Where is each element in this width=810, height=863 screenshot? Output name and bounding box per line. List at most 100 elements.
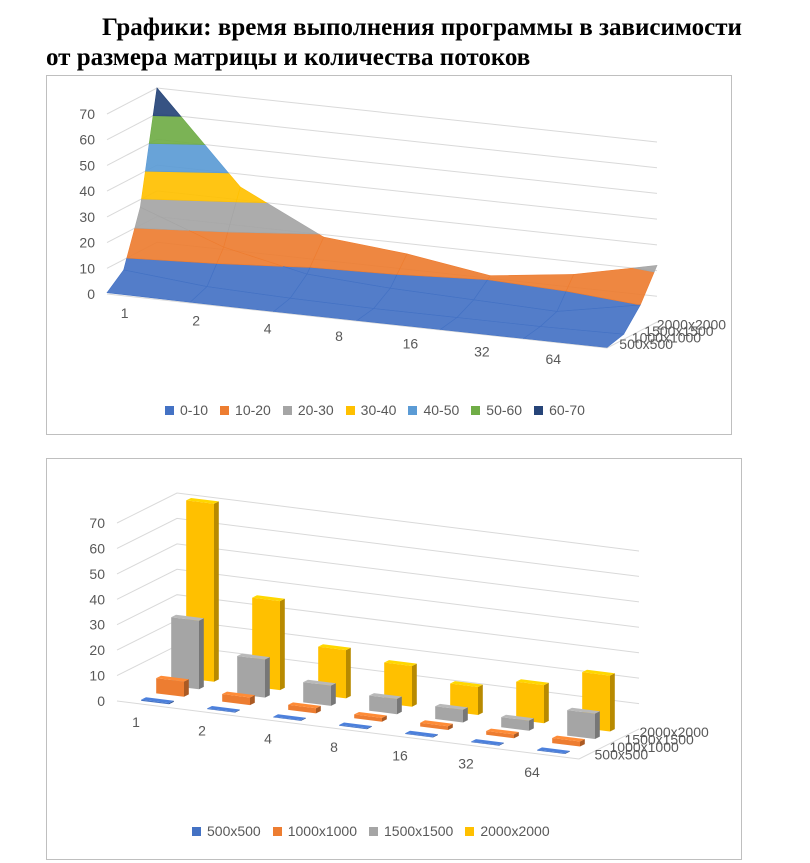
surface-patch-10-20 <box>565 267 655 306</box>
bar-front <box>405 733 433 738</box>
legend-swatch <box>471 405 481 415</box>
gridline-70 <box>116 492 640 552</box>
floor-edge <box>106 293 658 349</box>
z-tick-label: 40 <box>79 183 95 199</box>
bar-front <box>303 682 331 706</box>
legend-swatch <box>220 405 230 415</box>
surface-patch-10-20 <box>216 246 284 267</box>
gridline-60 <box>116 517 640 577</box>
bar-side <box>265 657 270 698</box>
bar-front <box>516 681 544 724</box>
legend-item: 1500x1500 <box>369 823 453 839</box>
bar-side <box>397 696 402 715</box>
z-tick-label: 10 <box>79 260 95 276</box>
bar-top <box>354 712 387 718</box>
bar-1000x1000-8 <box>354 712 387 722</box>
surface-patch-0-10 <box>522 326 625 348</box>
bar-top <box>435 703 468 710</box>
bar-front <box>141 699 169 705</box>
bar-top <box>405 730 438 737</box>
surface-chart-panel: 0 10 20 30 40 50 60 70 1 2 4 8 16 32 64 500x500 1000x100… <box>46 75 732 435</box>
bar-side <box>433 734 438 738</box>
z-tick-label: 20 <box>89 642 105 658</box>
surface-patch-60-70 <box>152 87 182 117</box>
z-tick-label: 20 <box>79 235 95 251</box>
bar-top <box>537 747 570 754</box>
bar-top <box>369 693 402 699</box>
legend-label: 20-30 <box>297 402 334 418</box>
z-tick-label: 40 <box>89 591 105 607</box>
legend-swatch <box>345 405 355 415</box>
bar-front <box>486 731 514 739</box>
bar-side <box>412 663 417 707</box>
legend-item: 500x500 <box>192 823 261 839</box>
bar-side <box>565 750 570 754</box>
bar-1500x1500-8 <box>369 693 402 715</box>
thread-tick-label: 8 <box>335 328 343 344</box>
bar-side <box>184 679 189 697</box>
legend-label: 500x500 <box>207 823 261 839</box>
bar-1000x1000-64 <box>552 735 585 747</box>
size-tick-label: 1000x1000 <box>610 739 680 755</box>
surface-patch-40-50 <box>145 143 230 174</box>
z-tick-label: 10 <box>89 668 105 684</box>
heading-line-1: Графики: время выполнения программы в за… <box>102 14 742 41</box>
z-tick-label: 50 <box>89 566 105 582</box>
bar-front <box>288 704 316 714</box>
bar-top <box>471 739 504 745</box>
bar-side <box>301 717 306 721</box>
bar3d-chart: 0 10 20 30 40 50 60 70 1 2 4 8 16 32 64 500x5001000x100… <box>89 492 709 780</box>
heading-line-2: от размера матрицы и количества потоков <box>46 44 531 71</box>
thread-tick-label: 32 <box>474 343 490 359</box>
bar-side <box>544 682 549 724</box>
legend-label: 60-70 <box>549 402 585 418</box>
bar-top <box>288 702 321 709</box>
bar-front <box>339 724 367 730</box>
bar-side <box>346 647 351 699</box>
bar-500x500-1 <box>141 697 174 705</box>
bar-top <box>318 644 351 651</box>
thread-axis-labels: 1 2 4 8 16 32 64 <box>132 714 540 780</box>
bar-front <box>567 710 595 739</box>
bar-top <box>141 697 174 704</box>
bar-top <box>384 660 417 666</box>
surface-chart: 0 10 20 30 40 50 60 70 1 2 4 8 16 32 64 500x5001000x100… <box>79 87 727 367</box>
thread-tick-label: 1 <box>132 714 140 730</box>
bar-1500x1500-16 <box>435 703 468 723</box>
bar-side <box>316 705 321 714</box>
z-tick-label: 30 <box>79 209 95 225</box>
thread-tick-label: 2 <box>198 722 206 738</box>
bar-side <box>367 726 372 730</box>
surface-patch-20-30 <box>134 206 190 231</box>
bar-side <box>280 598 285 691</box>
legend-label: 2000x2000 <box>480 823 550 839</box>
bar-front <box>222 694 250 706</box>
bar-top <box>252 595 285 602</box>
bar-side <box>382 715 387 722</box>
bar-top <box>237 653 270 660</box>
bar-side <box>595 711 600 739</box>
gridline-30 <box>116 594 640 654</box>
bar3d-chart-legend: 500x500 1000x1000 1500x1500 2000x2000 <box>192 823 562 839</box>
legend-label: 10-20 <box>235 402 271 418</box>
legend-label: 40-50 <box>423 402 460 418</box>
size-tick-label: 2000x2000 <box>657 316 727 332</box>
surface-patch-30-40 <box>235 186 268 204</box>
bar-top <box>486 728 519 735</box>
thread-tick-label: 4 <box>264 731 272 747</box>
legend-label: 0-10 <box>180 402 209 418</box>
legend-swatch <box>165 405 174 415</box>
bar-2000x2000-32 <box>516 679 549 724</box>
bar-side <box>250 695 255 706</box>
bar-front <box>552 738 580 747</box>
size-tick-label: 1000x1000 <box>632 329 702 345</box>
thread-tick-label: 2 <box>192 313 200 329</box>
size-tick-label: 500x500 <box>619 336 673 352</box>
bar-top <box>186 498 219 504</box>
bar-side <box>580 739 585 747</box>
bar-side <box>610 673 615 732</box>
size-tick-label: 1500x1500 <box>644 323 714 339</box>
bar-front <box>237 656 265 698</box>
z-tick-label: 70 <box>89 515 105 531</box>
z-tick-label: 0 <box>87 286 95 302</box>
